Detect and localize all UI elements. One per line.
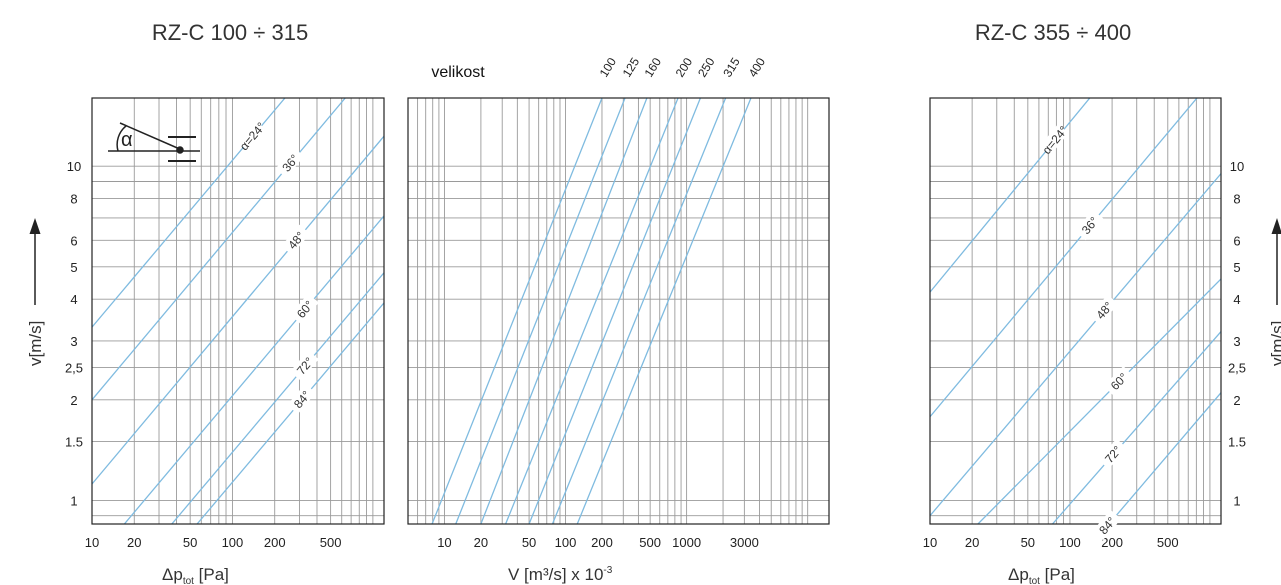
y-tick-label: 4 [70, 292, 77, 307]
y-axis-label-right: v[m/s] [1268, 321, 1281, 366]
label-gap [290, 293, 319, 325]
series-line-84 [1108, 392, 1221, 524]
x-tick-label: 10 [437, 535, 451, 550]
series-line-200 [505, 98, 679, 524]
x-tick-label: 20 [965, 535, 979, 550]
label-gap [1089, 294, 1119, 326]
y-tick-label: 2 [70, 393, 77, 408]
x-tick-label: 10 [923, 535, 937, 550]
y-tick-label: 5 [1233, 260, 1240, 275]
series-line-48 [930, 173, 1221, 517]
x-tick-label: 100 [555, 535, 577, 550]
plot-frame [407, 97, 830, 525]
label-gap [275, 147, 305, 178]
y-tick-label: 10 [67, 159, 81, 174]
curve-label: α=24° [237, 119, 269, 153]
x-tick-label: 20 [474, 535, 488, 550]
y-tick-label: 2 [1233, 393, 1240, 408]
label-gap [1103, 366, 1134, 396]
y-tick-label: 6 [1233, 233, 1240, 248]
series-line-72 [1051, 331, 1221, 524]
x-tick-label: 500 [320, 535, 342, 550]
y-tick-label: 8 [70, 192, 77, 207]
y-tick-label: 4 [1233, 292, 1240, 307]
x-tick-label: 500 [1157, 535, 1179, 550]
angle-symbol: α [121, 129, 133, 151]
y-axis-label-left: v[m/s] [26, 321, 45, 366]
x-axis-label-left: Δptot [Pa] [162, 565, 229, 585]
x-tick-label: 50 [183, 535, 197, 550]
series-line-160 [480, 98, 648, 524]
series-line-400 [576, 98, 752, 524]
series-line-125 [455, 98, 626, 524]
y-tick-label: 10 [1230, 159, 1244, 174]
series-line-315 [551, 98, 727, 524]
chart-title-middle: velikost [431, 64, 485, 81]
x-tick-label: 1000 [672, 535, 701, 550]
panel-left: 10 20 50 100 200 50011.522,53456810α=24°36°48… [65, 97, 385, 550]
label-gap [287, 383, 316, 415]
up-arrow-icon [29, 218, 41, 305]
series-line-72 [171, 272, 384, 524]
size-label: 400 [746, 55, 769, 80]
x-tick-label: 500 [639, 535, 661, 550]
y-tick-label: 5 [70, 260, 77, 275]
x-axis-label-right: Δptot [Pa] [1008, 565, 1075, 585]
series-line-24 [92, 98, 286, 328]
y-tick-label: 2,5 [65, 360, 83, 375]
y-tick-label: 2,5 [1228, 360, 1246, 375]
chart-title-left: RZ-C 100 ÷ 315 [152, 20, 308, 45]
size-label: 250 [695, 55, 718, 80]
x-tick-label: 200 [591, 535, 613, 550]
series-line-100 [431, 98, 603, 524]
y-tick-label: 1.5 [1228, 435, 1246, 450]
series-line-36 [930, 98, 1198, 418]
label-gap [1040, 124, 1069, 155]
chart-title-right: RZ-C 355 ÷ 400 [975, 20, 1131, 45]
size-label: 100 [597, 55, 620, 80]
x-tick-label: 10 [85, 535, 99, 550]
x-tick-label: 20 [127, 535, 141, 550]
label-gap [1074, 209, 1104, 241]
series-line-36 [92, 98, 347, 401]
x-tick-label: 100 [1059, 535, 1081, 550]
label-gap [1092, 509, 1122, 541]
series-line-84 [196, 302, 384, 524]
x-tick-label: 50 [1021, 535, 1035, 550]
curve-label: α=24° [1040, 123, 1071, 157]
label-gap [290, 350, 319, 381]
x-tick-label: 200 [1101, 535, 1123, 550]
series-line-60 [977, 278, 1221, 524]
up-arrow-icon-right [1271, 218, 1281, 305]
panel-right: 10 20 50 100 200 50011.522,53456810α=24°36°48… [923, 97, 1246, 550]
y-tick-label: 6 [70, 233, 77, 248]
plot-frame [929, 97, 1222, 525]
y-tick-label: 1.5 [65, 435, 83, 450]
damper-angle-icon [108, 122, 200, 162]
y-tick-label: 3 [70, 334, 77, 349]
size-label: 315 [720, 55, 743, 80]
x-axis-label-middle: V [m³/s] x 10-3 [508, 565, 613, 584]
y-tick-label: 3 [1233, 334, 1240, 349]
x-tick-label: 100 [222, 535, 244, 550]
series-line-48 [92, 135, 384, 485]
x-tick-label: 200 [264, 535, 286, 550]
plot-frame [91, 97, 385, 525]
size-label: 125 [620, 55, 643, 80]
size-label: 160 [642, 55, 665, 80]
x-tick-label: 3000 [730, 535, 759, 550]
label-gap [237, 120, 267, 151]
label-gap [281, 224, 310, 256]
label-gap [1098, 438, 1128, 470]
series-line-250 [528, 98, 702, 524]
series-line-60 [123, 215, 384, 524]
size-label: 200 [673, 55, 696, 80]
series-line-24 [930, 98, 1091, 293]
y-tick-label: 1 [1233, 493, 1240, 508]
y-tick-label: 8 [1233, 192, 1240, 207]
y-tick-label: 1 [70, 493, 77, 508]
x-tick-label: 50 [522, 535, 536, 550]
